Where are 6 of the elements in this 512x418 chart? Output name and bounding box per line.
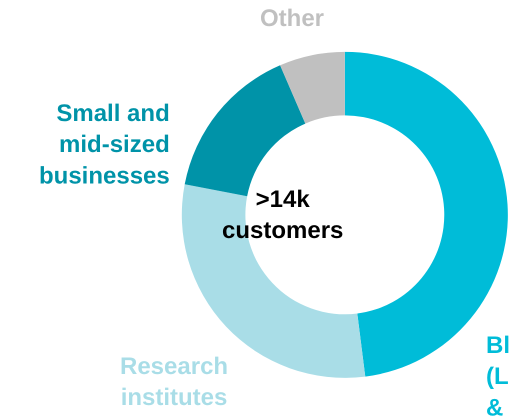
slice-label: Research institutes (120, 353, 228, 412)
slice-label: Small and mid-sized businesses (39, 100, 170, 190)
donut-slice (280, 52, 345, 124)
text: >14k customers (222, 186, 344, 244)
slice-label: Other (260, 5, 324, 32)
slice-label: Bl (L & (486, 332, 510, 418)
